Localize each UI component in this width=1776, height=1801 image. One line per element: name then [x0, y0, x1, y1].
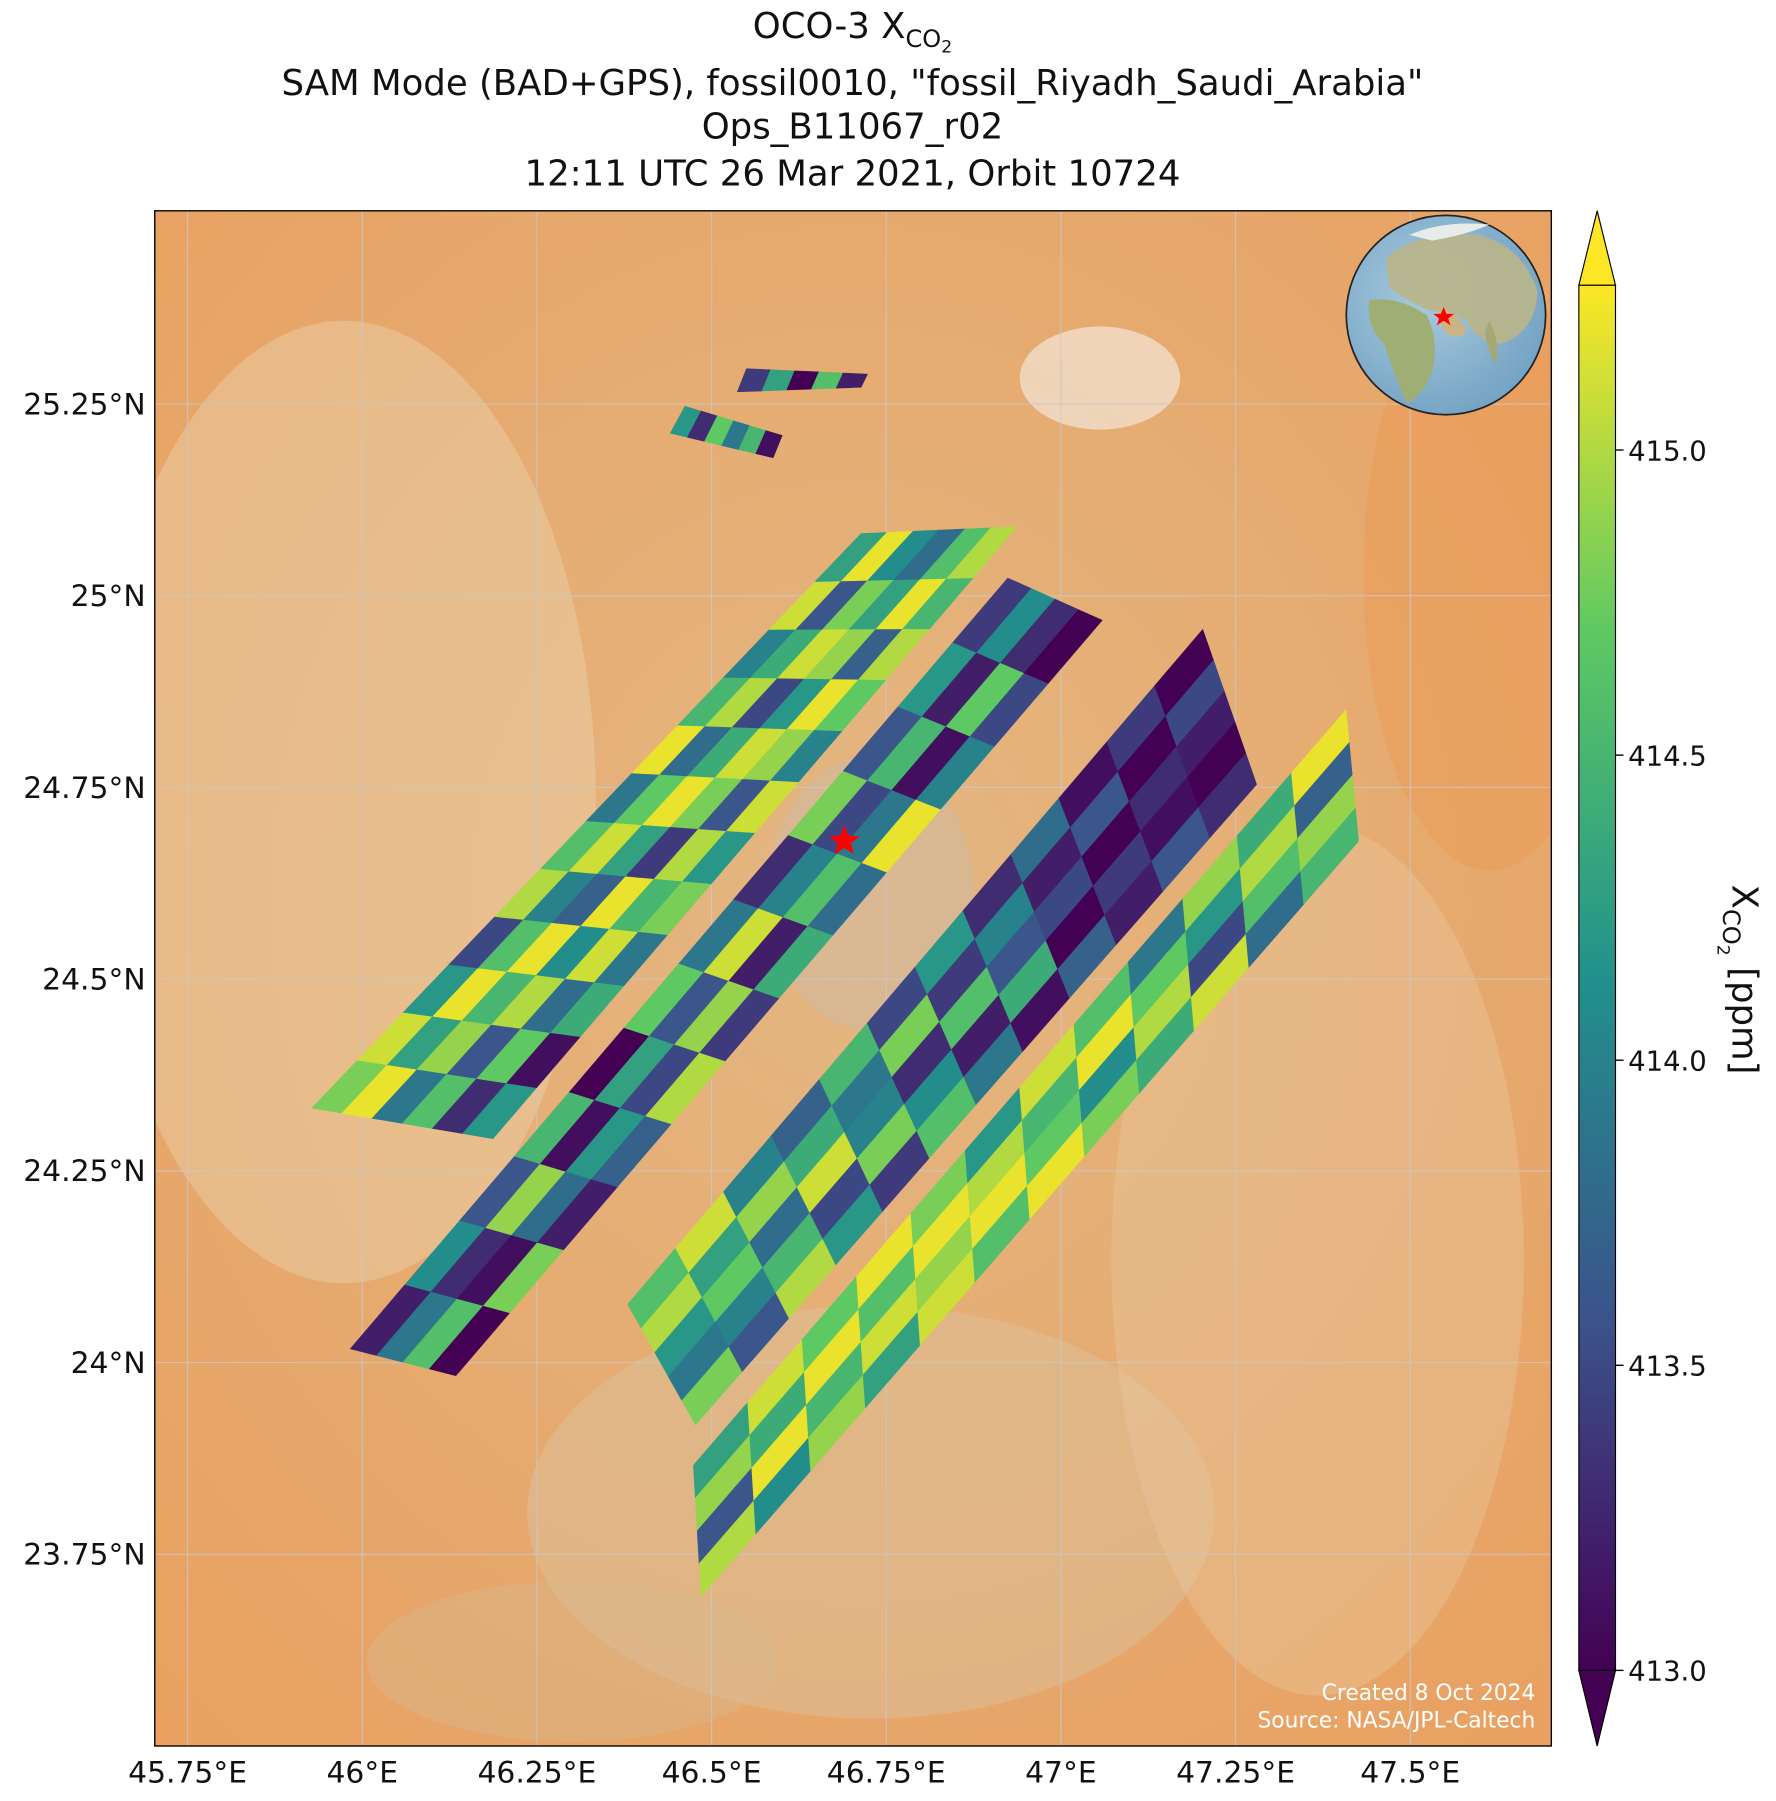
credit-line: Created 8 Oct 2024	[1322, 1681, 1536, 1706]
colorbar	[1578, 210, 1624, 1747]
globe-inset	[1345, 214, 1547, 416]
y-tick-label: 25°N	[71, 579, 146, 614]
xco2-cell	[835, 372, 868, 389]
y-tick-label: 24°N	[71, 1346, 146, 1381]
y-tick-label: 23.75°N	[23, 1538, 145, 1573]
xco2-cell	[1198, 752, 1257, 839]
y-tick-label: 24.75°N	[23, 771, 145, 806]
swath	[736, 368, 868, 393]
x-tick-label: 46.25°E	[477, 1756, 596, 1791]
xco2-cell	[755, 430, 783, 459]
subtitle: 12:11 UTC 26 Mar 2021, Orbit 10724	[525, 154, 1181, 195]
colorbar-tick-label: 414.0	[1628, 1046, 1707, 1078]
title-sub: CO	[905, 25, 941, 53]
subtitle: Ops_B11067_r02	[702, 107, 1004, 148]
basemap	[154, 210, 1552, 1747]
x-tick-label: 47.25°E	[1176, 1756, 1295, 1791]
colorbar-tick-label: 414.5	[1628, 740, 1707, 772]
y-tick-label: 24.25°N	[23, 1154, 145, 1189]
chart-title: OCO-3 XCO2	[753, 6, 952, 58]
target-marker	[829, 825, 860, 855]
subtitle: SAM Mode (BAD+GPS), fossil0010, "fossil_…	[282, 63, 1424, 104]
x-tick-label: 46.5°E	[662, 1756, 762, 1791]
xco2-cell	[1300, 807, 1359, 905]
colorbar-tick-label: 415.0	[1628, 435, 1707, 467]
colorbar-label: XCO2 [ppm]	[1712, 885, 1764, 1075]
x-tick-label: 47.5°E	[1360, 1756, 1460, 1791]
title-subsub: 2	[941, 38, 952, 58]
swath-layer	[311, 368, 1359, 1598]
swath	[669, 405, 783, 459]
y-tick-label: 25.25°N	[23, 387, 145, 422]
cb-label-text: X	[1723, 885, 1764, 909]
swath	[627, 628, 1257, 1426]
xco2-cell	[1023, 609, 1103, 684]
swath	[693, 709, 1359, 1598]
plot-frame	[154, 210, 1553, 1747]
cb-label-unit: [ppm]	[1723, 967, 1764, 1074]
colorbar-tick-label: 413.5	[1628, 1351, 1707, 1383]
x-tick-label: 46°E	[326, 1756, 398, 1791]
xco2-cell	[946, 526, 1018, 579]
swath	[349, 577, 1103, 1377]
title-text: OCO-3 X	[753, 6, 906, 47]
x-tick-label: 46.75°E	[827, 1756, 946, 1791]
x-tick-label: 47°E	[1025, 1756, 1097, 1791]
swath	[311, 526, 1018, 1140]
overlay	[829, 825, 860, 855]
cb-label-subsub: 2	[1712, 945, 1732, 956]
x-tick-label: 45.75°E	[128, 1756, 247, 1791]
colorbar-tick-label: 413.0	[1628, 1656, 1707, 1688]
credit-line: Source: NASA/JPL-Caltech	[1257, 1709, 1535, 1734]
cb-label-sub: CO	[1717, 909, 1745, 945]
y-tick-label: 24.5°N	[42, 962, 145, 997]
